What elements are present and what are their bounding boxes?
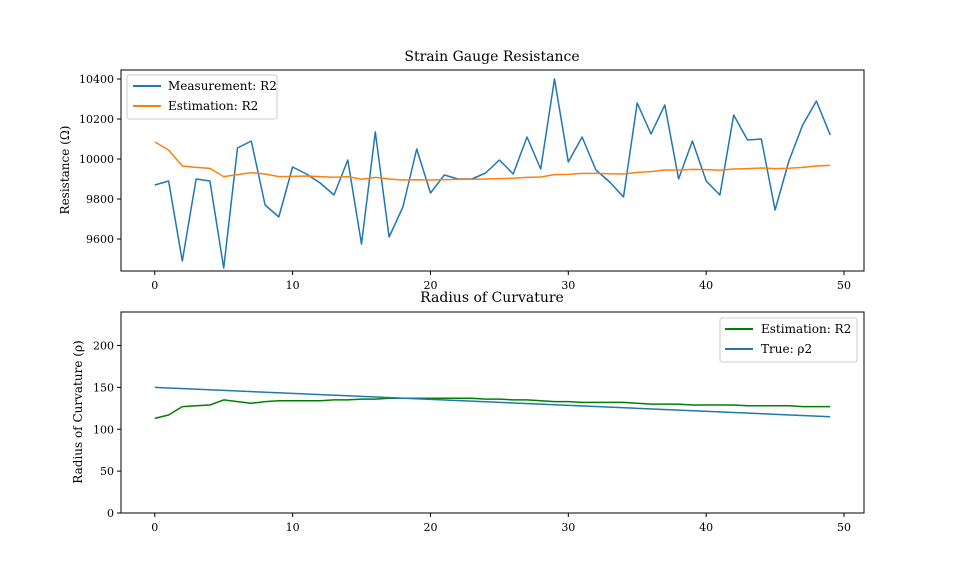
legend-label-measurement: Measurement: R2 bbox=[168, 79, 277, 93]
resistance-series-line-1 bbox=[154, 141, 831, 181]
resistance-chart-title: Strain Gauge Resistance bbox=[404, 49, 579, 65]
legend-label-estimation: Estimation: R2 bbox=[761, 322, 851, 336]
x-tick-label: 30 bbox=[561, 279, 575, 292]
x-tick-label: 50 bbox=[837, 521, 851, 534]
curvature-x-ticks: 0 10 20 30 40 50 bbox=[151, 513, 851, 534]
legend-label-true: True: ρ2 bbox=[761, 342, 812, 356]
x-tick-label: 40 bbox=[699, 279, 713, 292]
curvature-series-line-1 bbox=[154, 386, 831, 418]
resistance-legend: Measurement: R2 Estimation: R2 bbox=[126, 74, 278, 120]
y-tick-label: 200 bbox=[93, 340, 114, 353]
resistance-legend-box bbox=[126, 74, 278, 120]
resistance-y-ticks: 9600 9800 10000 10200 10400 bbox=[79, 73, 121, 246]
resistance-series-line-0 bbox=[154, 78, 831, 269]
resistance-chart: Strain Gauge Resistance 0 10 20 30 40 50 9600… bbox=[58, 49, 865, 292]
y-tick-label: 150 bbox=[93, 381, 114, 394]
curvature-chart-title: Radius of Curvature bbox=[420, 290, 564, 306]
x-tick-label: 40 bbox=[699, 521, 713, 534]
y-tick-label: 10400 bbox=[79, 73, 114, 86]
y-tick-label: 100 bbox=[93, 423, 114, 436]
legend-label-estimation: Estimation: R2 bbox=[168, 99, 258, 113]
curvature-series-line-0 bbox=[154, 397, 831, 420]
x-tick-label: 10 bbox=[286, 521, 300, 534]
y-tick-label: 50 bbox=[100, 465, 114, 478]
curvature-plot-frame bbox=[120, 311, 865, 514]
y-tick-label: 9800 bbox=[86, 193, 114, 206]
curvature-legend-box bbox=[719, 317, 858, 363]
curvature-y-axis-label: Radius of Curvature (ρ) bbox=[71, 340, 85, 483]
x-tick-label: 50 bbox=[837, 279, 851, 292]
curvature-y-ticks: 0 50 100 150 200 bbox=[93, 340, 121, 520]
x-tick-label: 0 bbox=[151, 279, 158, 292]
x-tick-label: 0 bbox=[151, 521, 158, 534]
x-tick-label: 30 bbox=[561, 521, 575, 534]
x-tick-label: 20 bbox=[423, 279, 437, 292]
resistance-series-lines bbox=[154, 78, 831, 269]
curvature-series-lines bbox=[154, 386, 831, 420]
y-tick-label: 10000 bbox=[79, 153, 114, 166]
curvature-chart: Radius of Curvature 0 10 20 30 40 50 0 50 100 15… bbox=[71, 290, 865, 534]
y-tick-label: 10200 bbox=[79, 113, 114, 126]
x-tick-label: 10 bbox=[286, 279, 300, 292]
resistance-y-axis-label: Resistance (Ω) bbox=[58, 126, 72, 215]
resistance-plot-frame bbox=[120, 69, 865, 272]
resistance-x-ticks: 0 10 20 30 40 50 bbox=[151, 271, 851, 292]
y-tick-label: 0 bbox=[107, 507, 114, 520]
curvature-legend: Estimation: R2 True: ρ2 bbox=[719, 317, 858, 363]
y-tick-label: 9600 bbox=[86, 233, 114, 246]
x-tick-label: 20 bbox=[423, 521, 437, 534]
